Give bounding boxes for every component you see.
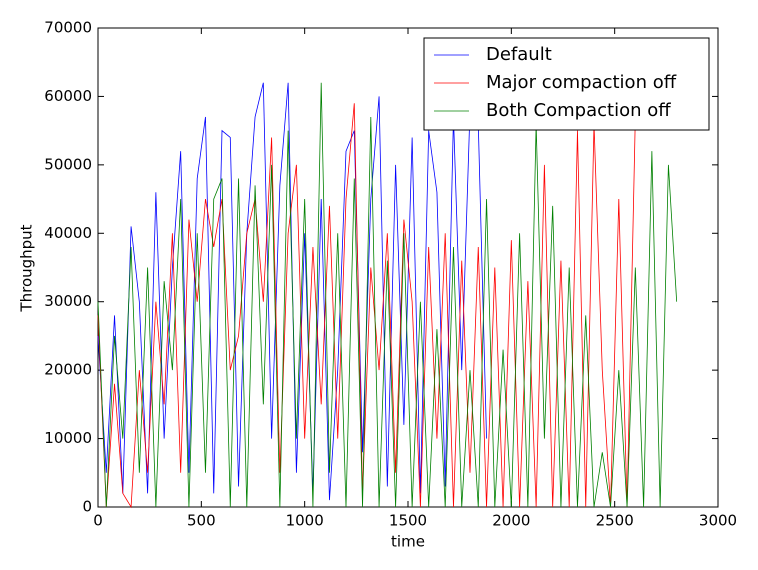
x-tick-label: 1500 — [389, 512, 427, 530]
y-tick-label: 10000 — [44, 429, 92, 447]
x-tick-label: 1000 — [286, 512, 324, 530]
legend-label: Default — [486, 44, 552, 65]
legend-label: Major compaction off — [486, 72, 677, 93]
x-tick-label: 500 — [187, 512, 216, 530]
y-tick-label: 50000 — [44, 155, 92, 173]
y-tick-label: 30000 — [44, 292, 92, 310]
x-tick-label: 2500 — [596, 512, 634, 530]
x-tick-label: 2000 — [492, 512, 530, 530]
y-tick-label: 20000 — [44, 361, 92, 379]
series-line — [97, 103, 636, 509]
x-axis-label: time — [391, 533, 425, 551]
y-tick-label: 60000 — [44, 87, 92, 105]
y-tick-label: 0 — [82, 498, 92, 516]
y-tick-label: 70000 — [44, 19, 92, 37]
y-tick-label: 40000 — [44, 224, 92, 242]
legend-box — [423, 37, 710, 131]
series-line — [97, 82, 678, 508]
x-tick-label: 3000 — [699, 512, 737, 530]
legend-label: Both Compaction off — [486, 100, 671, 121]
x-tick-label: 0 — [93, 512, 103, 530]
y-axis-label: Throughput — [18, 224, 36, 312]
